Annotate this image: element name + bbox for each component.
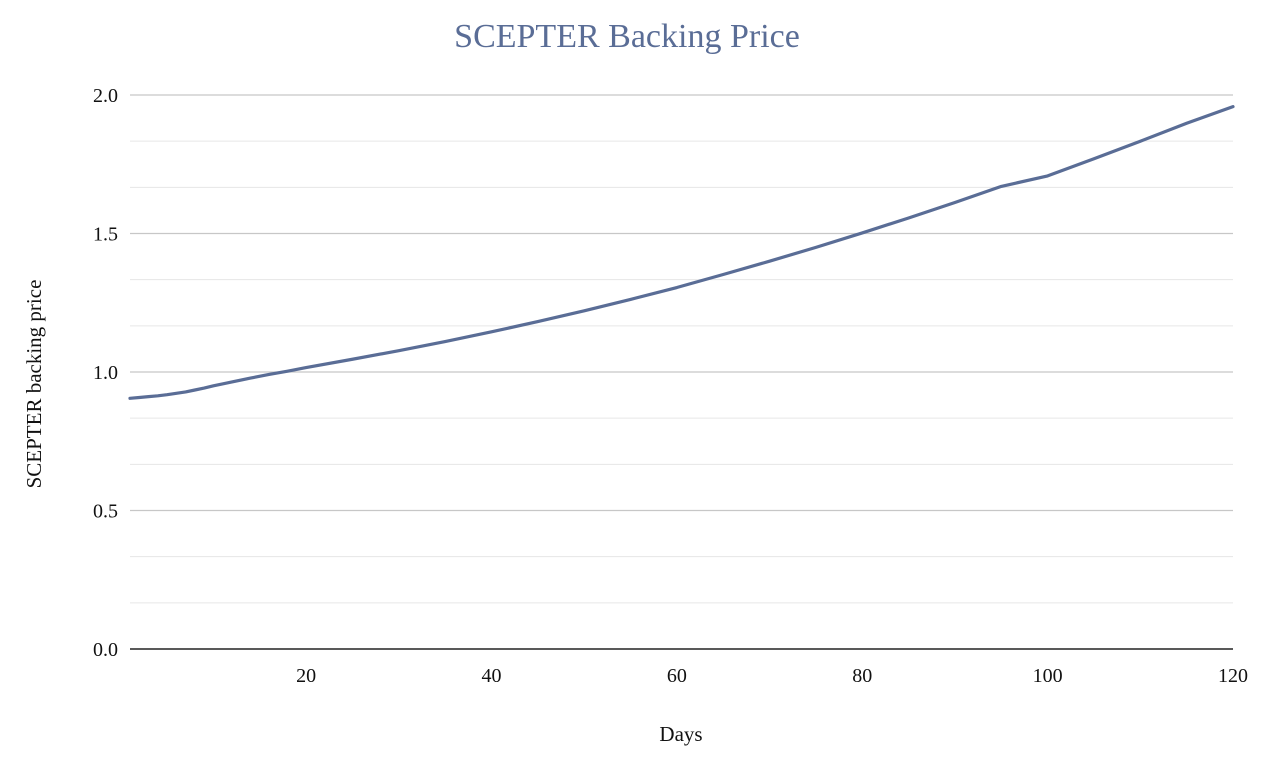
y-tick-label: 0.5: [93, 501, 118, 523]
x-tick-label: 100: [1033, 665, 1063, 687]
y-tick-label: 2.0: [93, 85, 118, 107]
x-tick-label: 80: [852, 665, 872, 687]
x-axis-title: Days: [659, 722, 702, 746]
series-layer: [128, 105, 1235, 400]
x-tick-label: 40: [481, 665, 501, 687]
x-tick-label: 60: [667, 665, 687, 687]
y-tick-label: 1.5: [93, 224, 118, 246]
y-tick-label: 1.0: [93, 362, 118, 384]
y-axis-title: SCEPTER backing price: [22, 280, 46, 489]
tick-labels: 0.0 0.5 1.0 1.5 2.0 20 40 60 80 100 120: [93, 85, 1248, 687]
series-line: [128, 105, 1235, 400]
x-tick-label: 120: [1218, 665, 1248, 687]
y-tick-label: 0.0: [93, 639, 118, 661]
chart-title: SCEPTER Backing Price: [454, 18, 800, 55]
x-tick-label: 20: [296, 665, 316, 687]
gridlines: [130, 94, 1233, 604]
